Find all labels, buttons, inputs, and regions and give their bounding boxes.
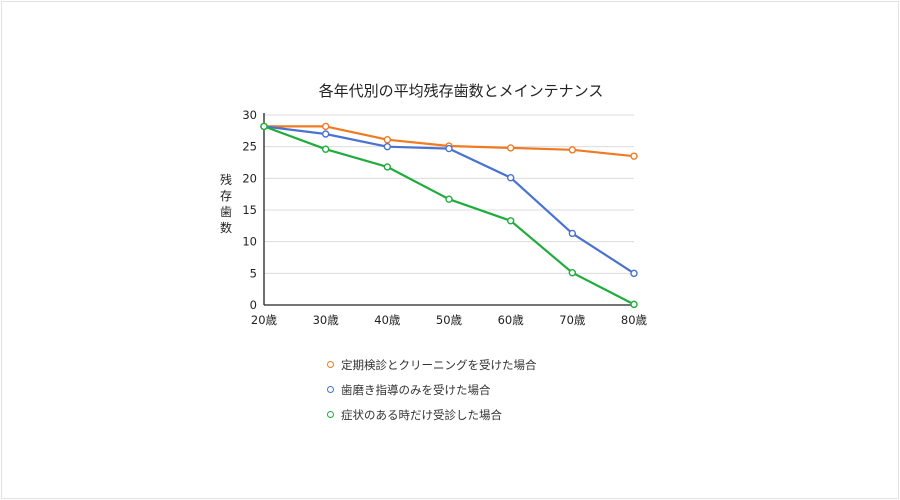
x-tick-label: 80歳: [621, 313, 648, 327]
series-2: [260, 122, 638, 278]
y-tick-label: 15: [242, 203, 257, 217]
x-tick-label: 20歳: [251, 313, 278, 327]
y-tick-labels: 0 5 10 15 20 25 30: [242, 108, 257, 312]
data-point: [321, 145, 330, 153]
y-tick-label: 5: [250, 266, 257, 280]
y-tick-label: 30: [242, 108, 257, 122]
series-3: [260, 122, 638, 309]
data-point: [383, 142, 392, 151]
data-point: [630, 269, 638, 278]
x-tick-label: 70歳: [559, 313, 586, 327]
legend-label: 定期検診とクリーニングを受けた場合: [341, 357, 537, 372]
data-point: [383, 163, 392, 171]
data-point: [445, 195, 453, 203]
data-point: [445, 144, 453, 153]
axes: [263, 113, 634, 306]
data-point: [568, 269, 577, 277]
data-point: [321, 122, 330, 131]
data-point: [321, 130, 330, 138]
data-point: [383, 135, 392, 144]
gridlines: [264, 114, 634, 274]
data-point: [506, 144, 515, 152]
series-lines: [260, 122, 638, 309]
legend-item: 症状のある時だけ受診した場合: [327, 402, 537, 427]
data-point: [630, 300, 638, 309]
series-line: [263, 125, 635, 306]
data-point: [506, 217, 515, 225]
x-tick-label: 60歳: [498, 313, 525, 327]
chart-title: 各年代別の平均残存歯数とメインテナンス: [319, 82, 604, 100]
legend-item: 定期検診とクリーニングを受けた場合: [327, 352, 537, 377]
y-tick-label: 10: [242, 235, 257, 249]
legend-label: 歯磨き指導のみを受けた場合: [341, 382, 491, 397]
series-1: [260, 122, 638, 160]
data-point: [506, 173, 515, 182]
x-tick-label: 30歳: [313, 313, 340, 327]
legend-item: 歯磨き指導のみを受けた場合: [327, 377, 537, 402]
data-point: [568, 146, 577, 154]
data-point: [260, 122, 268, 131]
legend-marker-icon: [327, 361, 334, 368]
x-tick-labels: 20歳 30歳 40歳 50歳 60歳 70歳 80歳: [251, 313, 648, 327]
y-axis-label: 残存歯数: [220, 173, 232, 235]
data-point: [630, 152, 638, 160]
legend: 定期検診とクリーニングを受けた場合 歯磨き指導のみを受けた場合 症状のある時だけ受診…: [327, 352, 537, 427]
y-tick-label: 20: [242, 171, 257, 185]
y-tick-label: 0: [250, 298, 257, 312]
y-tick-label: 25: [242, 140, 257, 154]
x-tick-label: 50歳: [436, 313, 463, 327]
x-tick-label: 40歳: [374, 313, 401, 327]
legend-label: 症状のある時だけ受診した場合: [341, 407, 502, 422]
data-point: [568, 229, 577, 238]
legend-marker-icon: [327, 411, 334, 418]
legend-marker-icon: [327, 386, 334, 393]
